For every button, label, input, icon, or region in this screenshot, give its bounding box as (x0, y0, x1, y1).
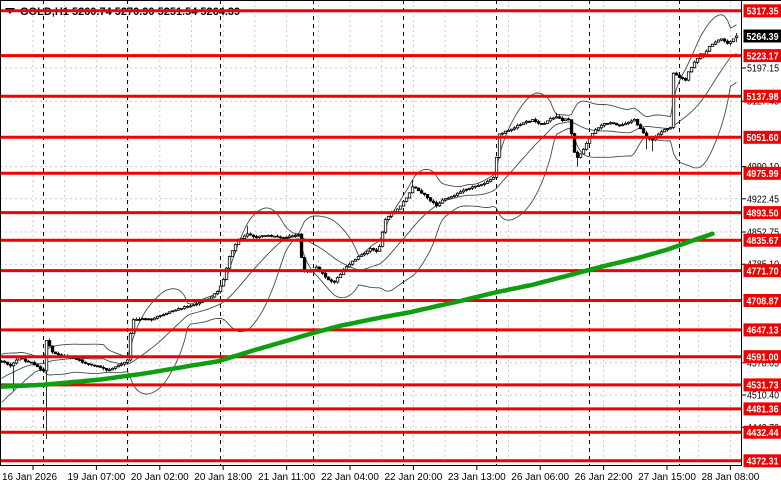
price-level-label-text: 4835.67 (747, 236, 779, 247)
price-level-label-text: 5317.35 (747, 7, 779, 18)
price-level-label-text: 5137.98 (747, 92, 779, 103)
price-level-label (743, 454, 781, 468)
price-level-label (743, 166, 781, 180)
y-axis-tick-label: 5197.15 (747, 64, 779, 75)
green-ma-line (0, 231, 715, 389)
price-levels-layer[interactable] (0, 9, 742, 463)
day-separator-layer (43, 0, 680, 466)
x-axis-tick-label: 27 Jan 15:00 (638, 472, 696, 483)
price-level-label-text: 4975.99 (747, 169, 779, 180)
price-level-label-text: 5223.17 (747, 51, 779, 62)
price-level-label (743, 130, 781, 144)
x-axis-tick-label: 22 Jan 20:00 (384, 472, 442, 483)
x-axis-tick-label: 21 Jan 11:00 (258, 472, 316, 483)
price-level-label (743, 49, 781, 63)
price-level-label-text: 4647.13 (747, 326, 779, 337)
price-level-label-text: 4531.73 (747, 381, 779, 392)
x-axis-tick-label: 23 Jan 13:00 (448, 472, 506, 483)
x-axis-tick-label: 20 Jan 18:00 (194, 472, 252, 483)
green-ma-layer (0, 231, 715, 389)
y-axis-tick-label: 4578.05 (747, 358, 779, 369)
price-level-label (743, 323, 781, 337)
x-axis-tick-label: 26 Jan 06:00 (511, 472, 569, 483)
price-level-label (743, 378, 781, 392)
x-axis-tick-label: 19 Jan 07:00 (67, 472, 125, 483)
y-axis-tick-label: 4922.45 (747, 194, 779, 205)
current-price-label-text: 5264.39 (747, 32, 779, 43)
price-level-label-text: 5051.60 (747, 133, 779, 144)
price-level-label-text: 4708.87 (747, 296, 779, 307)
price-level-label (743, 233, 781, 247)
current-price-label (743, 29, 781, 43)
price-level-label (743, 89, 781, 103)
price-level-label (743, 402, 781, 416)
x-axis-tick-label: 16 Jan 2026 (2, 472, 57, 483)
price-level-label-text: 4432.44 (747, 428, 779, 439)
price-level-label-text: 4481.36 (747, 405, 779, 416)
price-level-label-text: 4771.70 (747, 266, 779, 277)
grid-layer (0, 0, 742, 466)
price-level-label (743, 264, 781, 278)
y-axis-tick-label: 4510.40 (747, 391, 779, 402)
axes-layer (0, 0, 781, 470)
price-level-label-text: 4893.50 (747, 208, 779, 219)
price-level-label-text: 4591.00 (747, 353, 779, 364)
price-level-label (743, 350, 781, 364)
axis-labels-layer: 5197.155127.454990.104922.454852.754785.… (2, 4, 781, 483)
price-level-label (743, 4, 781, 18)
y-axis-tick-label: 4852.75 (747, 228, 779, 239)
price-level-label (743, 294, 781, 307)
x-axis-tick-label: 22 Jan 04:00 (321, 472, 379, 483)
price-level-label (743, 206, 781, 220)
x-axis-tick-label: 28 Jan 08:00 (701, 472, 759, 483)
x-axis-tick-label: 26 Jan 22:00 (575, 472, 633, 483)
price-level-label (743, 425, 781, 439)
price-level-label-text: 4372.31 (747, 457, 779, 468)
x-axis-tick-label: 20 Jan 02:00 (131, 472, 189, 483)
